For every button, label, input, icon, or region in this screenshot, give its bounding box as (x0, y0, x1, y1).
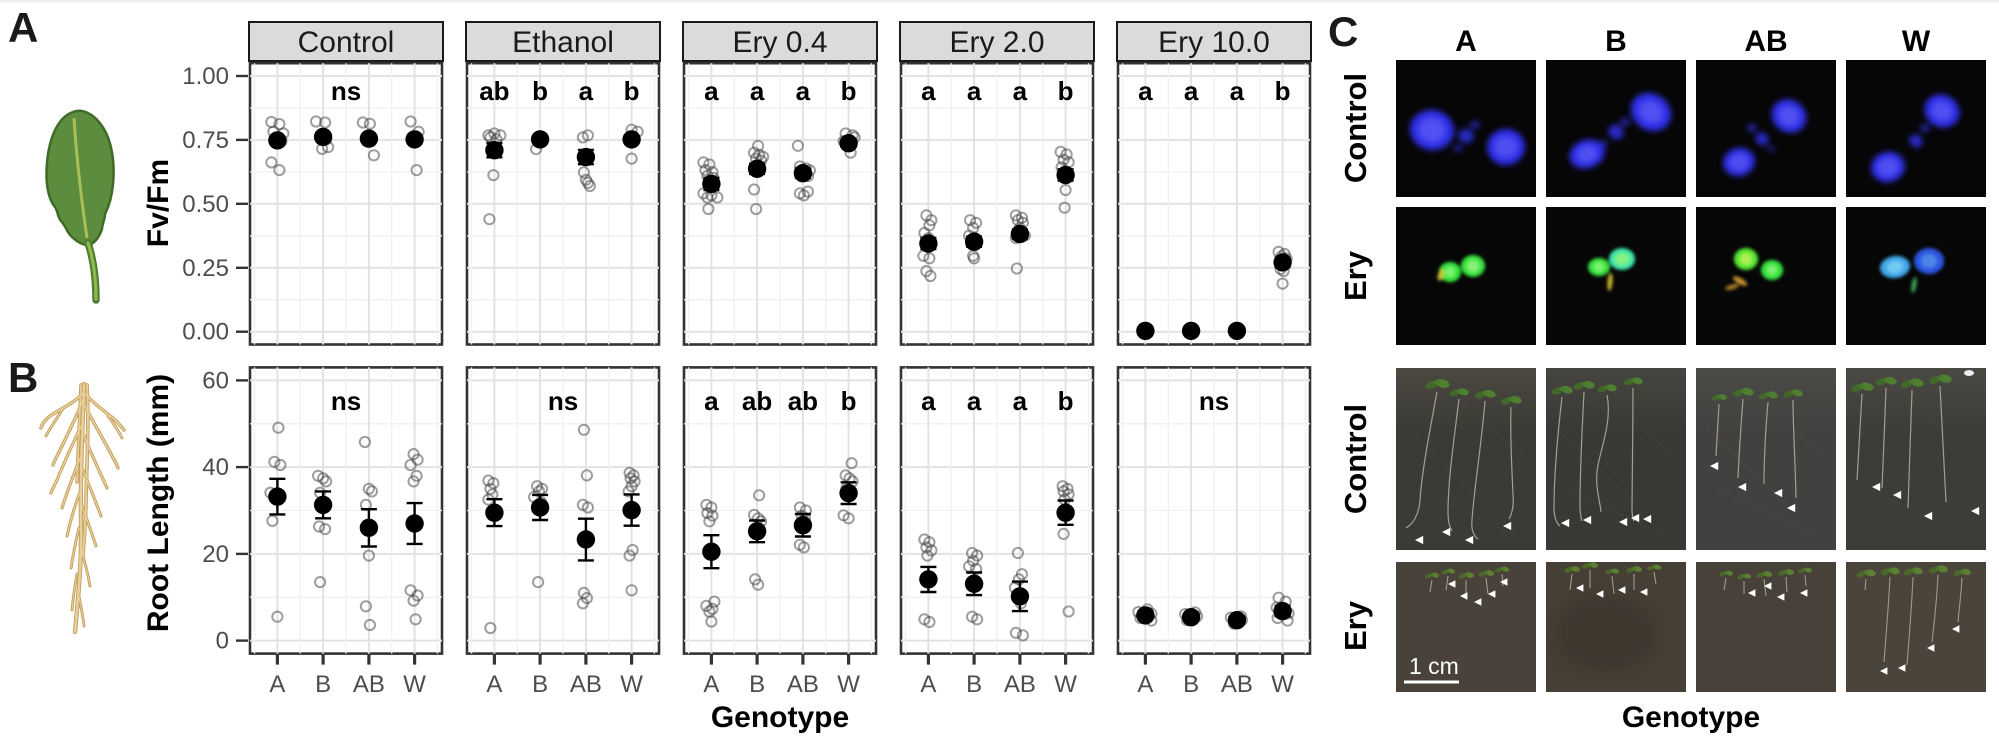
svg-text:0.75: 0.75 (182, 127, 229, 154)
svg-text:b: b (1058, 386, 1074, 416)
svg-text:AB: AB (787, 671, 819, 698)
svg-text:A: A (269, 671, 285, 698)
svg-text:A: A (486, 671, 502, 698)
svg-text:b: b (624, 76, 640, 106)
svg-text:B: B (749, 671, 765, 698)
svg-text:W: W (1271, 671, 1294, 698)
svg-text:0.00: 0.00 (182, 319, 229, 346)
svg-text:W: W (620, 671, 643, 698)
svg-text:60: 60 (202, 367, 229, 394)
svg-text:Control: Control (1338, 404, 1373, 514)
svg-text:AB: AB (570, 671, 602, 698)
svg-text:0.25: 0.25 (182, 255, 229, 282)
svg-text:b: b (1058, 76, 1074, 106)
svg-text:0.50: 0.50 (182, 191, 229, 218)
svg-text:ab: ab (788, 386, 818, 416)
svg-text:a: a (967, 76, 982, 106)
svg-text:b: b (532, 76, 548, 106)
svg-text:Ery 2.0: Ery 2.0 (949, 26, 1044, 59)
svg-text:a: a (1013, 76, 1028, 106)
svg-text:Genotype: Genotype (1622, 701, 1760, 734)
svg-text:A: A (8, 4, 38, 51)
svg-text:Control: Control (1338, 73, 1373, 183)
svg-text:a: a (1013, 386, 1028, 416)
svg-text:B: B (1183, 671, 1199, 698)
svg-text:a: a (921, 76, 936, 106)
svg-text:A: A (920, 671, 936, 698)
svg-text:a: a (704, 76, 719, 106)
svg-text:1 cm: 1 cm (1409, 653, 1459, 679)
svg-text:B: B (966, 671, 982, 698)
svg-text:Genotype: Genotype (711, 701, 849, 734)
svg-text:a: a (1184, 76, 1199, 106)
svg-text:A: A (703, 671, 719, 698)
svg-text:Control: Control (298, 26, 395, 59)
svg-text:a: a (796, 76, 811, 106)
svg-text:1.00: 1.00 (182, 63, 229, 90)
svg-text:AB: AB (1221, 671, 1253, 698)
svg-text:a: a (750, 76, 765, 106)
svg-text:0: 0 (216, 628, 229, 655)
svg-text:ns: ns (548, 386, 578, 416)
svg-text:B: B (1605, 25, 1627, 58)
svg-text:AB: AB (1004, 671, 1036, 698)
svg-text:Ery: Ery (1338, 250, 1373, 301)
svg-text:ab: ab (479, 76, 509, 106)
svg-text:AB: AB (1744, 25, 1787, 58)
svg-text:B: B (8, 354, 38, 401)
svg-text:B: B (315, 671, 331, 698)
svg-text:b: b (841, 386, 857, 416)
svg-text:40: 40 (202, 454, 229, 481)
svg-text:a: a (967, 386, 982, 416)
svg-text:a: a (1138, 76, 1153, 106)
svg-text:b: b (841, 76, 857, 106)
svg-text:ns: ns (331, 386, 361, 416)
svg-text:W: W (403, 671, 426, 698)
svg-text:ab: ab (742, 386, 772, 416)
svg-text:B: B (532, 671, 548, 698)
svg-text:W: W (1902, 25, 1931, 58)
svg-text:A: A (1455, 25, 1477, 58)
svg-text:W: W (1054, 671, 1077, 698)
svg-text:C: C (1328, 8, 1358, 55)
svg-text:W: W (837, 671, 860, 698)
svg-text:20: 20 (202, 541, 229, 568)
svg-text:a: a (921, 386, 936, 416)
svg-text:a: a (1230, 76, 1245, 106)
svg-text:Root Length (mm): Root Length (mm) (142, 374, 175, 632)
svg-text:ns: ns (331, 76, 361, 106)
svg-text:Ethanol: Ethanol (512, 26, 614, 59)
svg-text:Fv/Fm: Fv/Fm (142, 159, 175, 247)
svg-text:a: a (704, 386, 719, 416)
svg-text:AB: AB (353, 671, 385, 698)
svg-text:Ery 0.4: Ery 0.4 (732, 26, 827, 59)
svg-text:A: A (1137, 671, 1153, 698)
svg-text:a: a (579, 76, 594, 106)
svg-text:Ery 10.0: Ery 10.0 (1158, 26, 1270, 59)
svg-text:ns: ns (1199, 386, 1229, 416)
svg-text:Ery: Ery (1338, 600, 1373, 651)
svg-text:b: b (1275, 76, 1291, 106)
